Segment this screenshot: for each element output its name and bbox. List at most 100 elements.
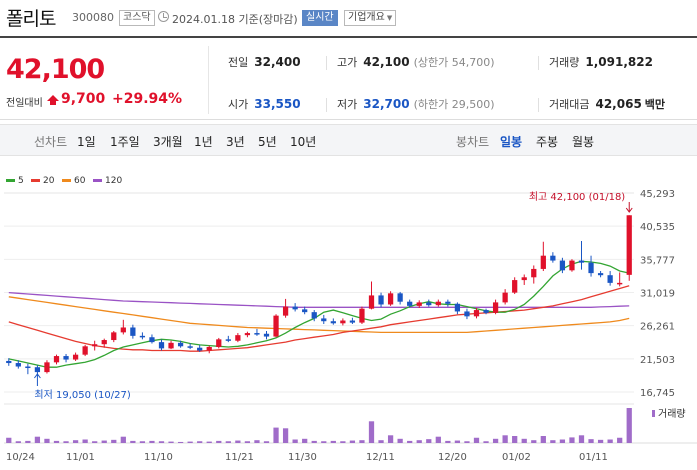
candle [92, 344, 98, 347]
tab-daily-candle[interactable]: 일봉 [500, 135, 523, 149]
volume-bar [187, 441, 193, 443]
candle [263, 333, 270, 337]
stock-header: 폴리토 300080 코스닥 2024.01.18 기준(장마감) 실시간 기업… [0, 0, 697, 36]
volume-bar [120, 436, 126, 443]
high-cell: 고가 42,100 (상한가 54,700) [337, 54, 495, 70]
volume-bar [407, 440, 413, 443]
candle [578, 260, 585, 263]
candle [330, 321, 336, 324]
volume-bar [340, 441, 346, 443]
volume-bar [559, 439, 566, 443]
x-tick-label: 12/20 [438, 452, 467, 463]
legend-ma60: 60 [62, 176, 85, 186]
candle [349, 320, 356, 323]
volume-bar [311, 440, 317, 443]
tab-period-1d[interactable]: 1일 [77, 135, 96, 149]
candle [378, 295, 384, 305]
volume-bar [302, 438, 308, 443]
tab-period-3y[interactable]: 3년 [226, 135, 245, 149]
candle [512, 280, 518, 293]
max-price-label: 최고 42,100 (01/18) [529, 191, 625, 203]
candle [282, 306, 289, 316]
prev-close-cell: 전일 32,400 [228, 54, 301, 70]
tab-period-1y[interactable]: 1년 [194, 135, 213, 149]
max-arrow-head [625, 207, 633, 213]
volume-bar [445, 440, 451, 443]
volume-bar [483, 441, 489, 443]
candle [359, 308, 365, 323]
candle [597, 273, 604, 276]
x-tick-label: 11/30 [288, 452, 317, 463]
volume-bar [330, 440, 336, 443]
volume-bar [44, 438, 50, 443]
candle [397, 293, 403, 302]
volume-bar [82, 439, 88, 443]
candle [340, 320, 346, 324]
candle [454, 303, 461, 312]
candle [25, 366, 31, 369]
candle [82, 346, 88, 355]
candle [6, 360, 12, 364]
volume-bar [282, 428, 289, 443]
clock-icon [158, 11, 169, 22]
candle [197, 347, 203, 351]
volume-bar [263, 441, 270, 443]
candle [531, 268, 537, 278]
legend-swatch [93, 179, 102, 182]
company-overview-button[interactable]: 기업개요 ▼ [344, 10, 397, 26]
candle [177, 342, 184, 347]
ma120-line [8, 291, 630, 308]
y-tick-label: 45,293 [640, 189, 675, 200]
candle [254, 333, 260, 335]
min-arrow-head [34, 373, 41, 379]
candle [120, 327, 126, 333]
volume-bar [492, 438, 499, 443]
open-label: 시가 [228, 98, 249, 111]
tab-monthly-candle[interactable]: 월봉 [572, 135, 595, 149]
ma60-line [8, 296, 630, 334]
volume-bar [34, 436, 41, 443]
candle [302, 309, 308, 313]
realtime-button[interactable]: 실시간 [302, 10, 338, 26]
candle [34, 367, 41, 373]
volume-bar [359, 440, 365, 443]
x-tick-label: 11/21 [225, 452, 254, 463]
price-change: 9,700 [61, 91, 106, 107]
stock-name: 폴리토 [6, 8, 56, 30]
chart-tabs: 선차트 1일 1주일 3개월 1년 3년 5년 10년 봉차트 일봉 주봉 월봉 [0, 124, 697, 156]
volume-bar [168, 441, 174, 443]
volume-bar [387, 435, 394, 443]
y-tick-label: 21,503 [640, 355, 675, 366]
volume-bar [216, 440, 222, 443]
candle [445, 301, 451, 304]
legend-swatch [6, 179, 15, 182]
tab-period-5y[interactable]: 5년 [258, 135, 277, 149]
legend-swatch [31, 179, 40, 182]
prev-close-value: 32,400 [254, 55, 301, 69]
candle [435, 301, 441, 306]
market-badge: 코스닥 [119, 10, 155, 26]
volume-bar [531, 440, 537, 443]
candlestick-chart[interactable]: 45,293 40,535 35,777 31,019 26,261 21,503 16,7… [0, 160, 697, 470]
tab-period-1w[interactable]: 1주일 [110, 135, 140, 149]
volume-bar [521, 438, 527, 443]
volume-bar [53, 440, 60, 443]
volume-bar [254, 440, 260, 443]
tab-weekly-candle[interactable]: 주봉 [536, 135, 559, 149]
volume-bar [72, 440, 79, 443]
tab-period-10y[interactable]: 10년 [290, 135, 317, 149]
candle [607, 275, 613, 283]
volume-bar [158, 441, 165, 443]
volume-bar [569, 437, 575, 443]
ma20-line [8, 285, 630, 352]
price-change-pct: +29.94% [112, 91, 183, 107]
divider [208, 46, 209, 114]
company-overview-label: 기업개요 [348, 12, 385, 23]
tab-period-3m[interactable]: 3개월 [153, 135, 183, 149]
x-tick-label: 11/10 [144, 452, 173, 463]
volume-bar [206, 441, 212, 443]
volume-bar [378, 440, 384, 443]
legend-ma5: 5 [6, 176, 24, 186]
volume-bar [197, 441, 203, 443]
volume-bar [550, 440, 556, 443]
